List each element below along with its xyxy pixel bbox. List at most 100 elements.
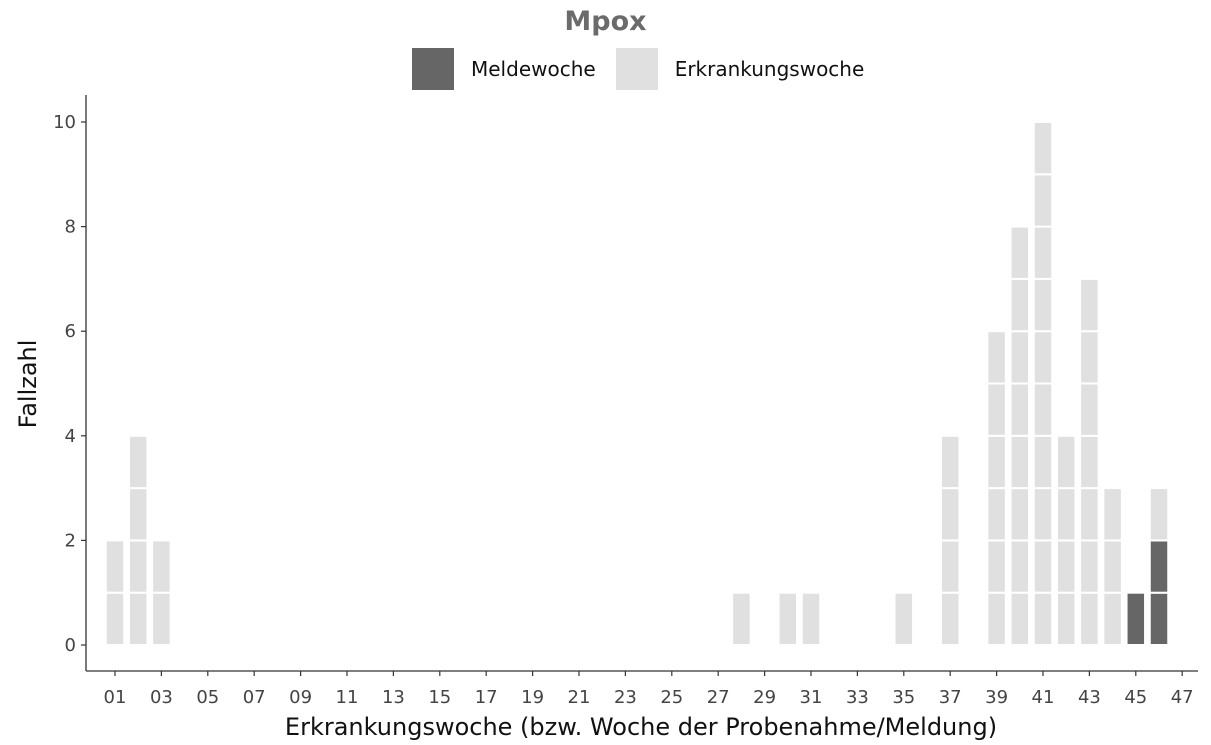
legend-swatch-meldewoche	[412, 48, 454, 90]
bar-block-erkrankungswoche-w39	[986, 330, 1007, 385]
bar-block-erkrankungswoche-w2	[127, 434, 149, 490]
y-tick-label: 2	[65, 530, 76, 551]
x-tick-label: 25	[660, 687, 683, 708]
bar-block-erkrankungswoche-w42	[1055, 487, 1077, 542]
legend: Meldewoche Erkrankungswoche	[412, 47, 884, 91]
bar-block-erkrankungswoche-w37	[939, 539, 961, 594]
bar-block-erkrankungswoche-w43	[1079, 591, 1100, 647]
x-tick-label: 47	[1171, 687, 1194, 708]
x-tick-label: 39	[985, 687, 1008, 708]
x-tick-label: 15	[428, 687, 451, 708]
bar-block-erkrankungswoche-w42	[1055, 434, 1077, 490]
legend-label-erkrankungswoche: Erkrankungswoche	[674, 57, 865, 81]
x-tick-label: 17	[475, 687, 498, 708]
bar-block-erkrankungswoche-w41	[1032, 121, 1054, 176]
bar-block-erkrankungswoche-w30	[777, 591, 799, 647]
bar-block-meldewoche-w45	[1125, 591, 1147, 647]
bar-block-erkrankungswoche-w42	[1055, 591, 1077, 647]
bar-block-erkrankungswoche-w42	[1055, 539, 1077, 594]
bar-block-erkrankungswoche-w35	[893, 591, 915, 647]
bar-block-erkrankungswoche-w2	[127, 487, 149, 542]
bar-block-erkrankungswoche-w46	[1148, 487, 1170, 542]
x-tick-label: 29	[753, 687, 776, 708]
legend-item-meldewoche: Meldewoche	[412, 48, 596, 90]
x-tick-label: 33	[846, 687, 869, 708]
bar-block-erkrankungswoche-w39	[986, 382, 1007, 437]
legend-item-erkrankungswoche: Erkrankungswoche	[615, 48, 865, 90]
x-tick-label: 43	[1078, 687, 1101, 708]
bar-block-erkrankungswoche-w41	[1032, 487, 1054, 542]
bar-block-erkrankungswoche-w40	[1009, 591, 1031, 647]
bar-block-erkrankungswoche-w43	[1079, 539, 1100, 594]
x-tick-label: 45	[1124, 687, 1147, 708]
bar-block-erkrankungswoche-w43	[1079, 434, 1100, 490]
bar-block-erkrankungswoche-w40	[1009, 277, 1031, 333]
bar-block-erkrankungswoche-w44	[1102, 487, 1123, 542]
bar-block-erkrankungswoche-w40	[1009, 382, 1031, 437]
bar-block-erkrankungswoche-w39	[986, 487, 1007, 542]
bar-block-erkrankungswoche-w41	[1032, 173, 1054, 228]
bar-block-erkrankungswoche-w1	[104, 591, 126, 647]
bar-block-erkrankungswoche-w3	[151, 539, 172, 594]
x-axis-title: Erkrankungswoche (bzw. Woche der Probena…	[285, 713, 997, 741]
bar-block-erkrankungswoche-w1	[104, 539, 126, 594]
x-tick-label: 41	[1032, 687, 1055, 708]
bar-block-erkrankungswoche-w37	[939, 591, 961, 647]
x-tick-label: 11	[336, 687, 359, 708]
legend-swatch-erkrankungswoche	[615, 48, 658, 90]
bar-block-erkrankungswoche-w44	[1102, 591, 1123, 647]
bars-layer	[104, 121, 1170, 647]
axes-layer: 0 2 4 6 8 10 01 03 05 07 09 11 13 15 17 19 21 23 25 27 29 31 3…	[53, 95, 1198, 708]
bar-block-erkrankungswoche-w43	[1079, 382, 1100, 437]
bar-block-erkrankungswoche-w28	[731, 591, 752, 647]
bar-block-erkrankungswoche-w43	[1079, 330, 1100, 385]
x-tick-label: 07	[243, 687, 266, 708]
bar-block-erkrankungswoche-w3	[151, 591, 172, 647]
y-tick-label: 6	[65, 321, 76, 342]
bar-block-erkrankungswoche-w41	[1032, 382, 1054, 437]
x-tick-label: 37	[939, 687, 962, 708]
legend-label-meldewoche: Meldewoche	[471, 57, 596, 81]
x-tick-label: 03	[150, 687, 173, 708]
bar-block-erkrankungswoche-w37	[939, 434, 961, 490]
y-axis-title: Fallzahl	[14, 340, 42, 429]
chart-title: Mpox	[564, 6, 647, 37]
x-tick-label: 23	[614, 687, 637, 708]
bar-block-erkrankungswoche-w39	[986, 539, 1007, 594]
bar-block-erkrankungswoche-w41	[1032, 225, 1054, 280]
bar-block-meldewoche-w46	[1148, 591, 1170, 647]
y-tick-label: 0	[65, 635, 76, 656]
bar-block-erkrankungswoche-w37	[939, 487, 961, 542]
bar-block-erkrankungswoche-w41	[1032, 539, 1054, 594]
bar-block-erkrankungswoche-w43	[1079, 277, 1100, 333]
x-tick-label: 27	[707, 687, 730, 708]
x-tick-label: 31	[800, 687, 823, 708]
bar-block-meldewoche-w46	[1148, 539, 1170, 594]
x-tick-label: 19	[521, 687, 544, 708]
y-tick-label: 4	[65, 426, 76, 447]
bar-block-erkrankungswoche-w40	[1009, 539, 1031, 594]
y-tick-label: 8	[65, 217, 76, 238]
y-tick-label: 10	[53, 112, 76, 133]
bar-block-erkrankungswoche-w43	[1079, 487, 1100, 542]
bar-block-erkrankungswoche-w40	[1009, 487, 1031, 542]
bar-block-erkrankungswoche-w44	[1102, 539, 1123, 594]
bar-block-erkrankungswoche-w41	[1032, 591, 1054, 647]
x-tick-label: 01	[104, 687, 127, 708]
bar-block-erkrankungswoche-w39	[986, 591, 1007, 647]
x-tick-label: 35	[892, 687, 915, 708]
bar-block-erkrankungswoche-w41	[1032, 330, 1054, 385]
bar-block-erkrankungswoche-w31	[800, 591, 822, 647]
x-tick-label: 21	[568, 687, 591, 708]
bar-block-erkrankungswoche-w2	[127, 591, 149, 647]
bar-block-erkrankungswoche-w40	[1009, 225, 1031, 280]
x-tick-label: 09	[289, 687, 312, 708]
x-tick-label: 13	[382, 687, 405, 708]
bar-block-erkrankungswoche-w40	[1009, 330, 1031, 385]
bar-block-erkrankungswoche-w41	[1032, 434, 1054, 490]
bar-block-erkrankungswoche-w40	[1009, 434, 1031, 490]
bar-block-erkrankungswoche-w2	[127, 539, 149, 594]
x-tick-label: 05	[196, 687, 219, 708]
bar-block-erkrankungswoche-w41	[1032, 277, 1054, 333]
